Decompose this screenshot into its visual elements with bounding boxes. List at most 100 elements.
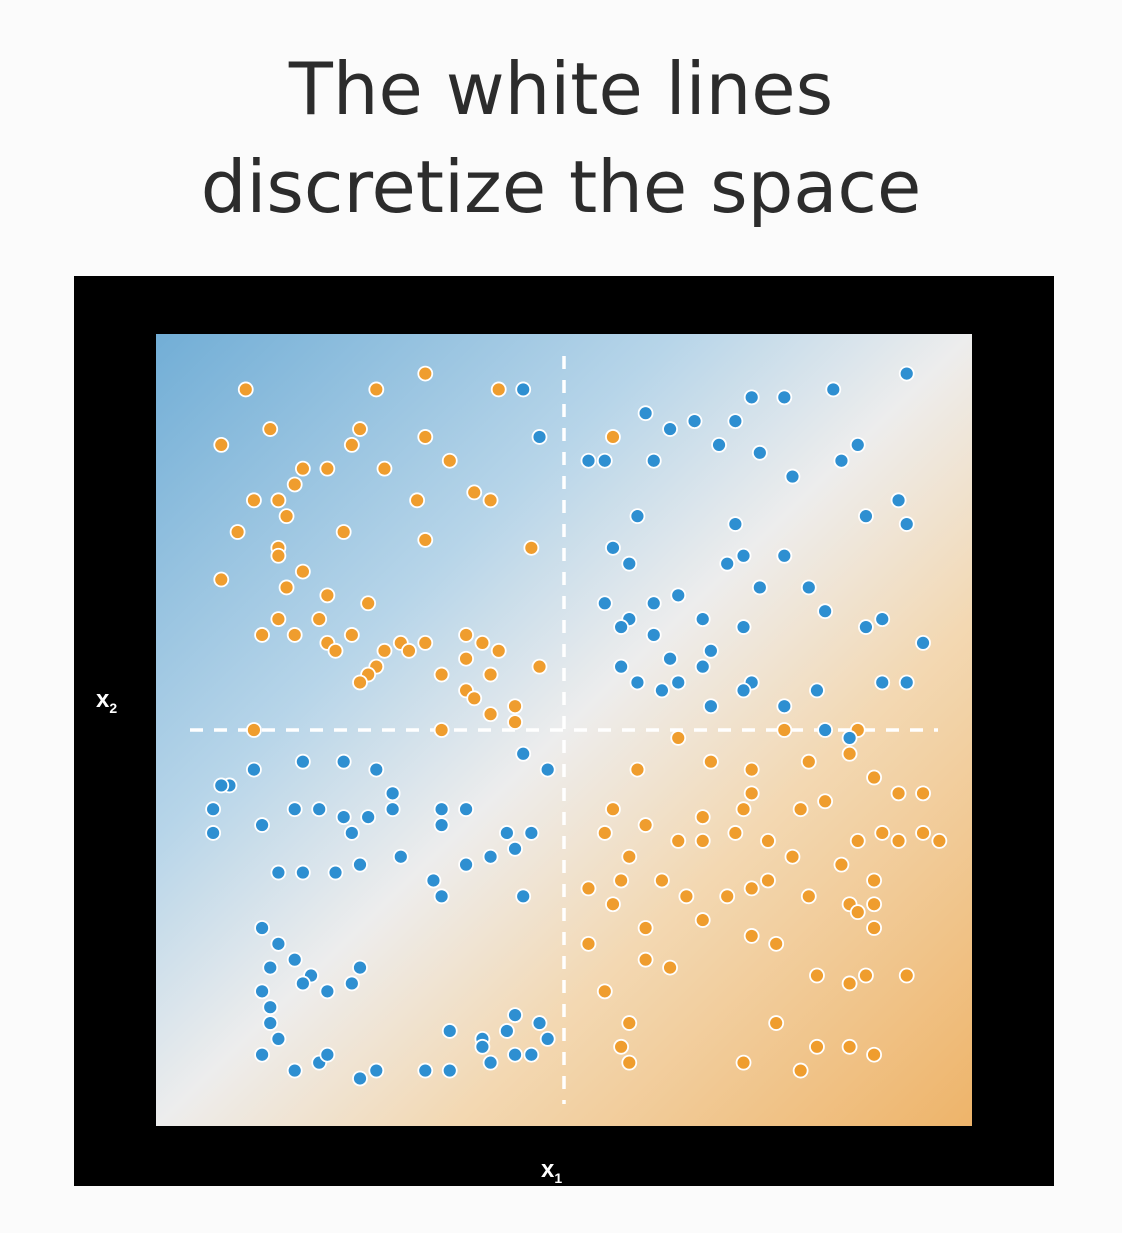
blue-data-point: [319, 1046, 336, 1063]
orange-data-point: [792, 801, 809, 818]
orange-data-point: [621, 1015, 638, 1031]
blue-data-point: [482, 848, 499, 865]
blue-data-point: [662, 650, 678, 667]
orange-data-point: [768, 935, 785, 952]
orange-data-point: [343, 627, 360, 643]
orange-data-point: [507, 714, 523, 730]
orange-data-point: [743, 785, 760, 802]
orange-data-point: [670, 832, 687, 849]
orange-data-point: [294, 563, 311, 580]
orange-data-point: [915, 825, 931, 841]
blue-data-point: [539, 761, 556, 778]
blue-data-point: [433, 817, 450, 833]
blue-data-point: [702, 698, 719, 715]
blue-data-point: [898, 516, 915, 532]
blue-data-point: [645, 627, 662, 643]
orange-data-point: [874, 825, 891, 841]
orange-data-point: [849, 832, 866, 849]
blue-data-point: [686, 413, 703, 430]
y-axis-label-text: x: [96, 686, 110, 713]
orange-data-point: [482, 666, 499, 683]
blue-data-point: [825, 381, 842, 398]
blue-data-point: [858, 619, 874, 635]
orange-data-point: [417, 429, 434, 445]
blue-data-point: [515, 381, 532, 398]
orange-data-point: [270, 492, 287, 509]
blue-data-point: [286, 951, 303, 968]
blue-data-point: [817, 722, 834, 738]
orange-data-point: [335, 524, 352, 540]
blue-data-point: [441, 1062, 458, 1079]
blue-data-point: [254, 920, 270, 936]
blue-data-point: [352, 959, 368, 976]
orange-data-point: [417, 634, 434, 651]
orange-data-point: [401, 642, 417, 659]
orange-data-point: [490, 642, 507, 659]
orange-data-point: [727, 825, 744, 841]
orange-data-point: [294, 460, 311, 477]
blue-data-point: [458, 856, 474, 873]
orange-data-point: [458, 627, 474, 643]
blue-data-point: [262, 959, 279, 976]
orange-data-point: [580, 935, 597, 952]
orange-data-point: [343, 436, 360, 453]
blue-data-point: [335, 809, 352, 826]
orange-data-point: [743, 761, 760, 778]
orange-data-point: [417, 532, 434, 548]
blue-data-point: [596, 452, 613, 469]
title-line-1: The white lines: [288, 47, 834, 131]
blue-data-point: [654, 682, 670, 699]
scatter-plot: [156, 334, 972, 1126]
blue-data-point: [629, 508, 646, 525]
blue-data-point: [817, 603, 834, 620]
orange-data-point: [858, 967, 874, 984]
orange-data-point: [866, 769, 882, 786]
blue-data-point: [368, 1062, 385, 1079]
blue-data-point: [898, 674, 915, 691]
orange-data-point: [809, 967, 825, 984]
orange-data-point: [800, 888, 817, 905]
blue-data-point: [833, 452, 850, 469]
blue-data-point: [507, 840, 523, 857]
blue-data-point: [352, 1070, 368, 1087]
orange-data-point: [466, 484, 483, 501]
orange-data-point: [433, 722, 450, 738]
blue-data-point: [727, 413, 744, 430]
blue-data-point: [507, 1007, 523, 1024]
blue-data-point: [776, 389, 793, 406]
orange-data-point: [360, 595, 377, 612]
orange-data-point: [417, 365, 434, 382]
blue-data-point: [498, 1023, 515, 1039]
orange-data-point: [694, 912, 711, 928]
blue-data-point: [507, 1046, 523, 1063]
blue-data-point: [613, 658, 630, 675]
orange-data-point: [849, 904, 866, 921]
blue-data-point: [474, 1038, 491, 1055]
orange-data-point: [482, 492, 499, 509]
blue-data-point: [694, 658, 711, 675]
orange-data-point: [841, 975, 858, 992]
orange-data-point: [621, 1054, 638, 1071]
blue-data-point: [637, 405, 654, 422]
blue-data-point: [858, 508, 874, 525]
orange-data-point: [629, 761, 646, 778]
blue-data-point: [294, 975, 311, 992]
blue-data-point: [662, 421, 678, 437]
orange-data-point: [319, 460, 336, 477]
blue-data-point: [841, 730, 858, 746]
blue-data-point: [515, 745, 532, 762]
orange-data-point: [654, 872, 670, 889]
orange-data-point: [246, 722, 262, 738]
blue-data-point: [531, 1015, 548, 1031]
blue-data-point: [890, 492, 907, 509]
blue-data-point: [294, 753, 311, 770]
orange-data-point: [507, 698, 523, 715]
orange-data-point: [841, 745, 858, 762]
x-axis-label: x1: [541, 1156, 562, 1186]
orange-data-point: [915, 785, 931, 802]
orange-data-point: [702, 753, 719, 770]
blue-data-point: [254, 1046, 270, 1063]
x-axis-label-text: x: [541, 1156, 555, 1183]
blue-data-point: [580, 452, 597, 469]
blue-data-point: [743, 389, 760, 406]
